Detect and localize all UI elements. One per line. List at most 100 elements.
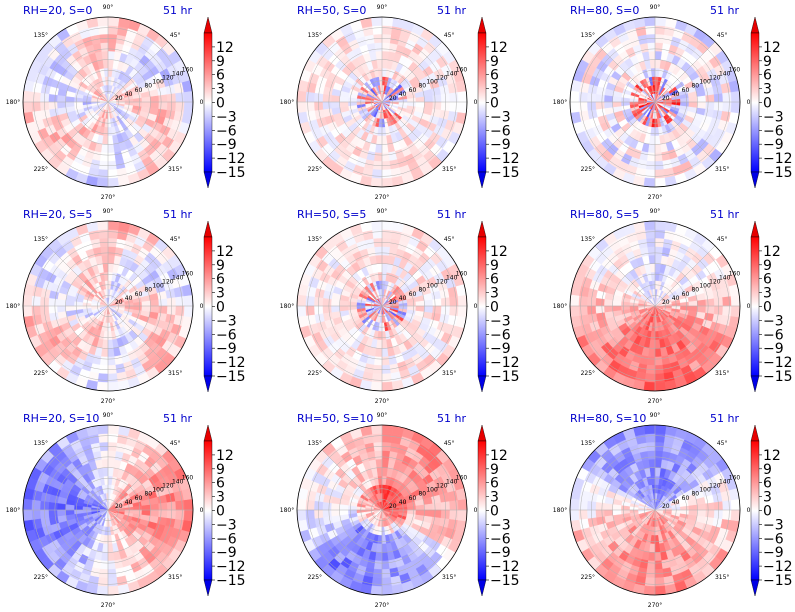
heatmap-cell xyxy=(647,356,656,366)
heatmap-cell xyxy=(48,305,58,314)
heatmap-cell xyxy=(374,560,383,570)
radial-tick-label: 160 xyxy=(729,66,741,73)
heatmap-cell xyxy=(375,551,383,562)
heatmap-cell xyxy=(339,300,349,307)
heatmap-cell xyxy=(107,373,119,383)
colorbar-extend-max xyxy=(203,16,213,34)
radial-tick-label: 60 xyxy=(409,495,417,502)
heatmap-cell xyxy=(381,381,394,392)
colorbar-tick-label: −12 xyxy=(216,151,246,167)
heatmap-cell xyxy=(97,433,109,443)
heatmap-cell xyxy=(654,560,663,570)
heatmap-cell xyxy=(100,356,109,366)
radial-tick-label: 60 xyxy=(409,87,417,94)
heatmap-cell xyxy=(457,509,468,522)
heatmap-cell xyxy=(107,246,116,256)
angle-tick-label: 315° xyxy=(168,166,182,173)
heatmap-cell xyxy=(595,509,605,518)
heatmap-cell xyxy=(432,94,442,103)
colorbar-gradient xyxy=(750,32,760,173)
heatmap-cell xyxy=(722,91,732,103)
heatmap-cell xyxy=(643,16,656,27)
angle-tick-label: 225° xyxy=(34,166,48,173)
angle-tick-label: 135° xyxy=(581,440,595,447)
angle-tick-label: 90° xyxy=(377,412,388,419)
heatmap-cell xyxy=(370,16,383,27)
heatmap-cell xyxy=(644,229,656,239)
heatmap-cell xyxy=(569,294,580,307)
heatmap-cell xyxy=(322,94,332,103)
panel-title: RH=20, S=5 xyxy=(23,208,92,221)
heatmap-cell xyxy=(648,551,656,562)
angle-tick-label: 315° xyxy=(715,166,729,173)
heatmap-cell xyxy=(97,373,109,383)
heatmap-cell xyxy=(48,509,58,518)
heatmap-cell xyxy=(158,509,168,518)
radial-tick-label: 20 xyxy=(389,95,397,102)
heatmap-cell xyxy=(654,177,667,188)
heatmap-cell xyxy=(175,295,185,307)
colorbar-tick-label: 6 xyxy=(216,68,225,84)
colorbar-tick-label: −15 xyxy=(763,369,793,385)
heatmap-cell xyxy=(31,101,41,113)
heatmap-cell xyxy=(97,169,109,179)
heatmap-cell xyxy=(376,135,383,145)
angle-tick-label: 135° xyxy=(308,236,322,243)
heatmap-cell xyxy=(56,95,67,103)
heatmap-cell xyxy=(101,551,109,562)
radial-tick-label: 40 xyxy=(672,499,680,506)
heatmap-cell xyxy=(643,177,656,188)
heatmap-cell xyxy=(730,305,741,318)
heatmap-cell xyxy=(688,101,698,108)
heatmap-cell xyxy=(107,25,119,35)
heatmap-cell xyxy=(457,305,468,318)
angle-tick-label: 180° xyxy=(280,99,294,106)
radial-tick-label: 40 xyxy=(125,295,133,302)
colorbar-extend-max xyxy=(477,16,487,34)
radial-tick-label: 40 xyxy=(672,295,680,302)
angle-tick-label: 225° xyxy=(34,370,48,377)
angle-tick-label: 270° xyxy=(375,602,389,609)
heatmap-cell xyxy=(381,177,394,188)
heatmap-cell xyxy=(730,498,741,511)
angle-tick-label: 90° xyxy=(377,4,388,11)
colorbar-gradient xyxy=(750,236,760,377)
heatmap-cell xyxy=(705,509,715,518)
radial-tick-label: 160 xyxy=(729,270,741,277)
heatmap-cell xyxy=(432,101,442,110)
heatmap-cell xyxy=(322,509,332,518)
angle-tick-label: 180° xyxy=(6,507,20,514)
colorbar-tick-label: 12 xyxy=(216,40,234,56)
colorbar-tick-label: −15 xyxy=(216,165,246,181)
heatmap-cell xyxy=(415,305,425,312)
heatmap-cell xyxy=(688,509,698,516)
radial-tick-label: 80 xyxy=(691,287,699,294)
heatmap-cell xyxy=(730,101,741,114)
heatmap-cell xyxy=(643,585,656,596)
angle-tick-label: 270° xyxy=(101,194,115,201)
angle-tick-label: 180° xyxy=(6,303,20,310)
heatmap-cell xyxy=(175,305,185,317)
panel-time-label: 51 hr xyxy=(710,412,739,425)
heatmap-cell xyxy=(322,502,332,511)
angle-tick-label: 45° xyxy=(170,440,181,447)
heatmap-cell xyxy=(183,90,194,103)
heatmap-cell xyxy=(371,577,383,587)
heatmap-cell xyxy=(107,50,115,61)
heatmap-cell xyxy=(654,59,661,69)
radial-tick-label: 20 xyxy=(662,503,670,510)
radial-tick-label: 60 xyxy=(135,87,143,94)
heatmap-cell xyxy=(305,91,315,103)
heatmap-cell xyxy=(107,16,120,27)
colorbar-tick-label: 3 xyxy=(216,82,225,98)
heatmap-cell xyxy=(22,294,33,307)
radial-tick-label: 60 xyxy=(135,495,143,502)
heatmap-cell xyxy=(654,458,662,469)
heatmap-cell xyxy=(296,90,307,103)
heatmap-cell xyxy=(107,152,116,162)
heatmap-cell xyxy=(688,305,698,312)
heatmap-cell xyxy=(158,101,168,110)
polar-panel: 204060801001201401600°45°90°135°180°225°… xyxy=(6,4,246,201)
